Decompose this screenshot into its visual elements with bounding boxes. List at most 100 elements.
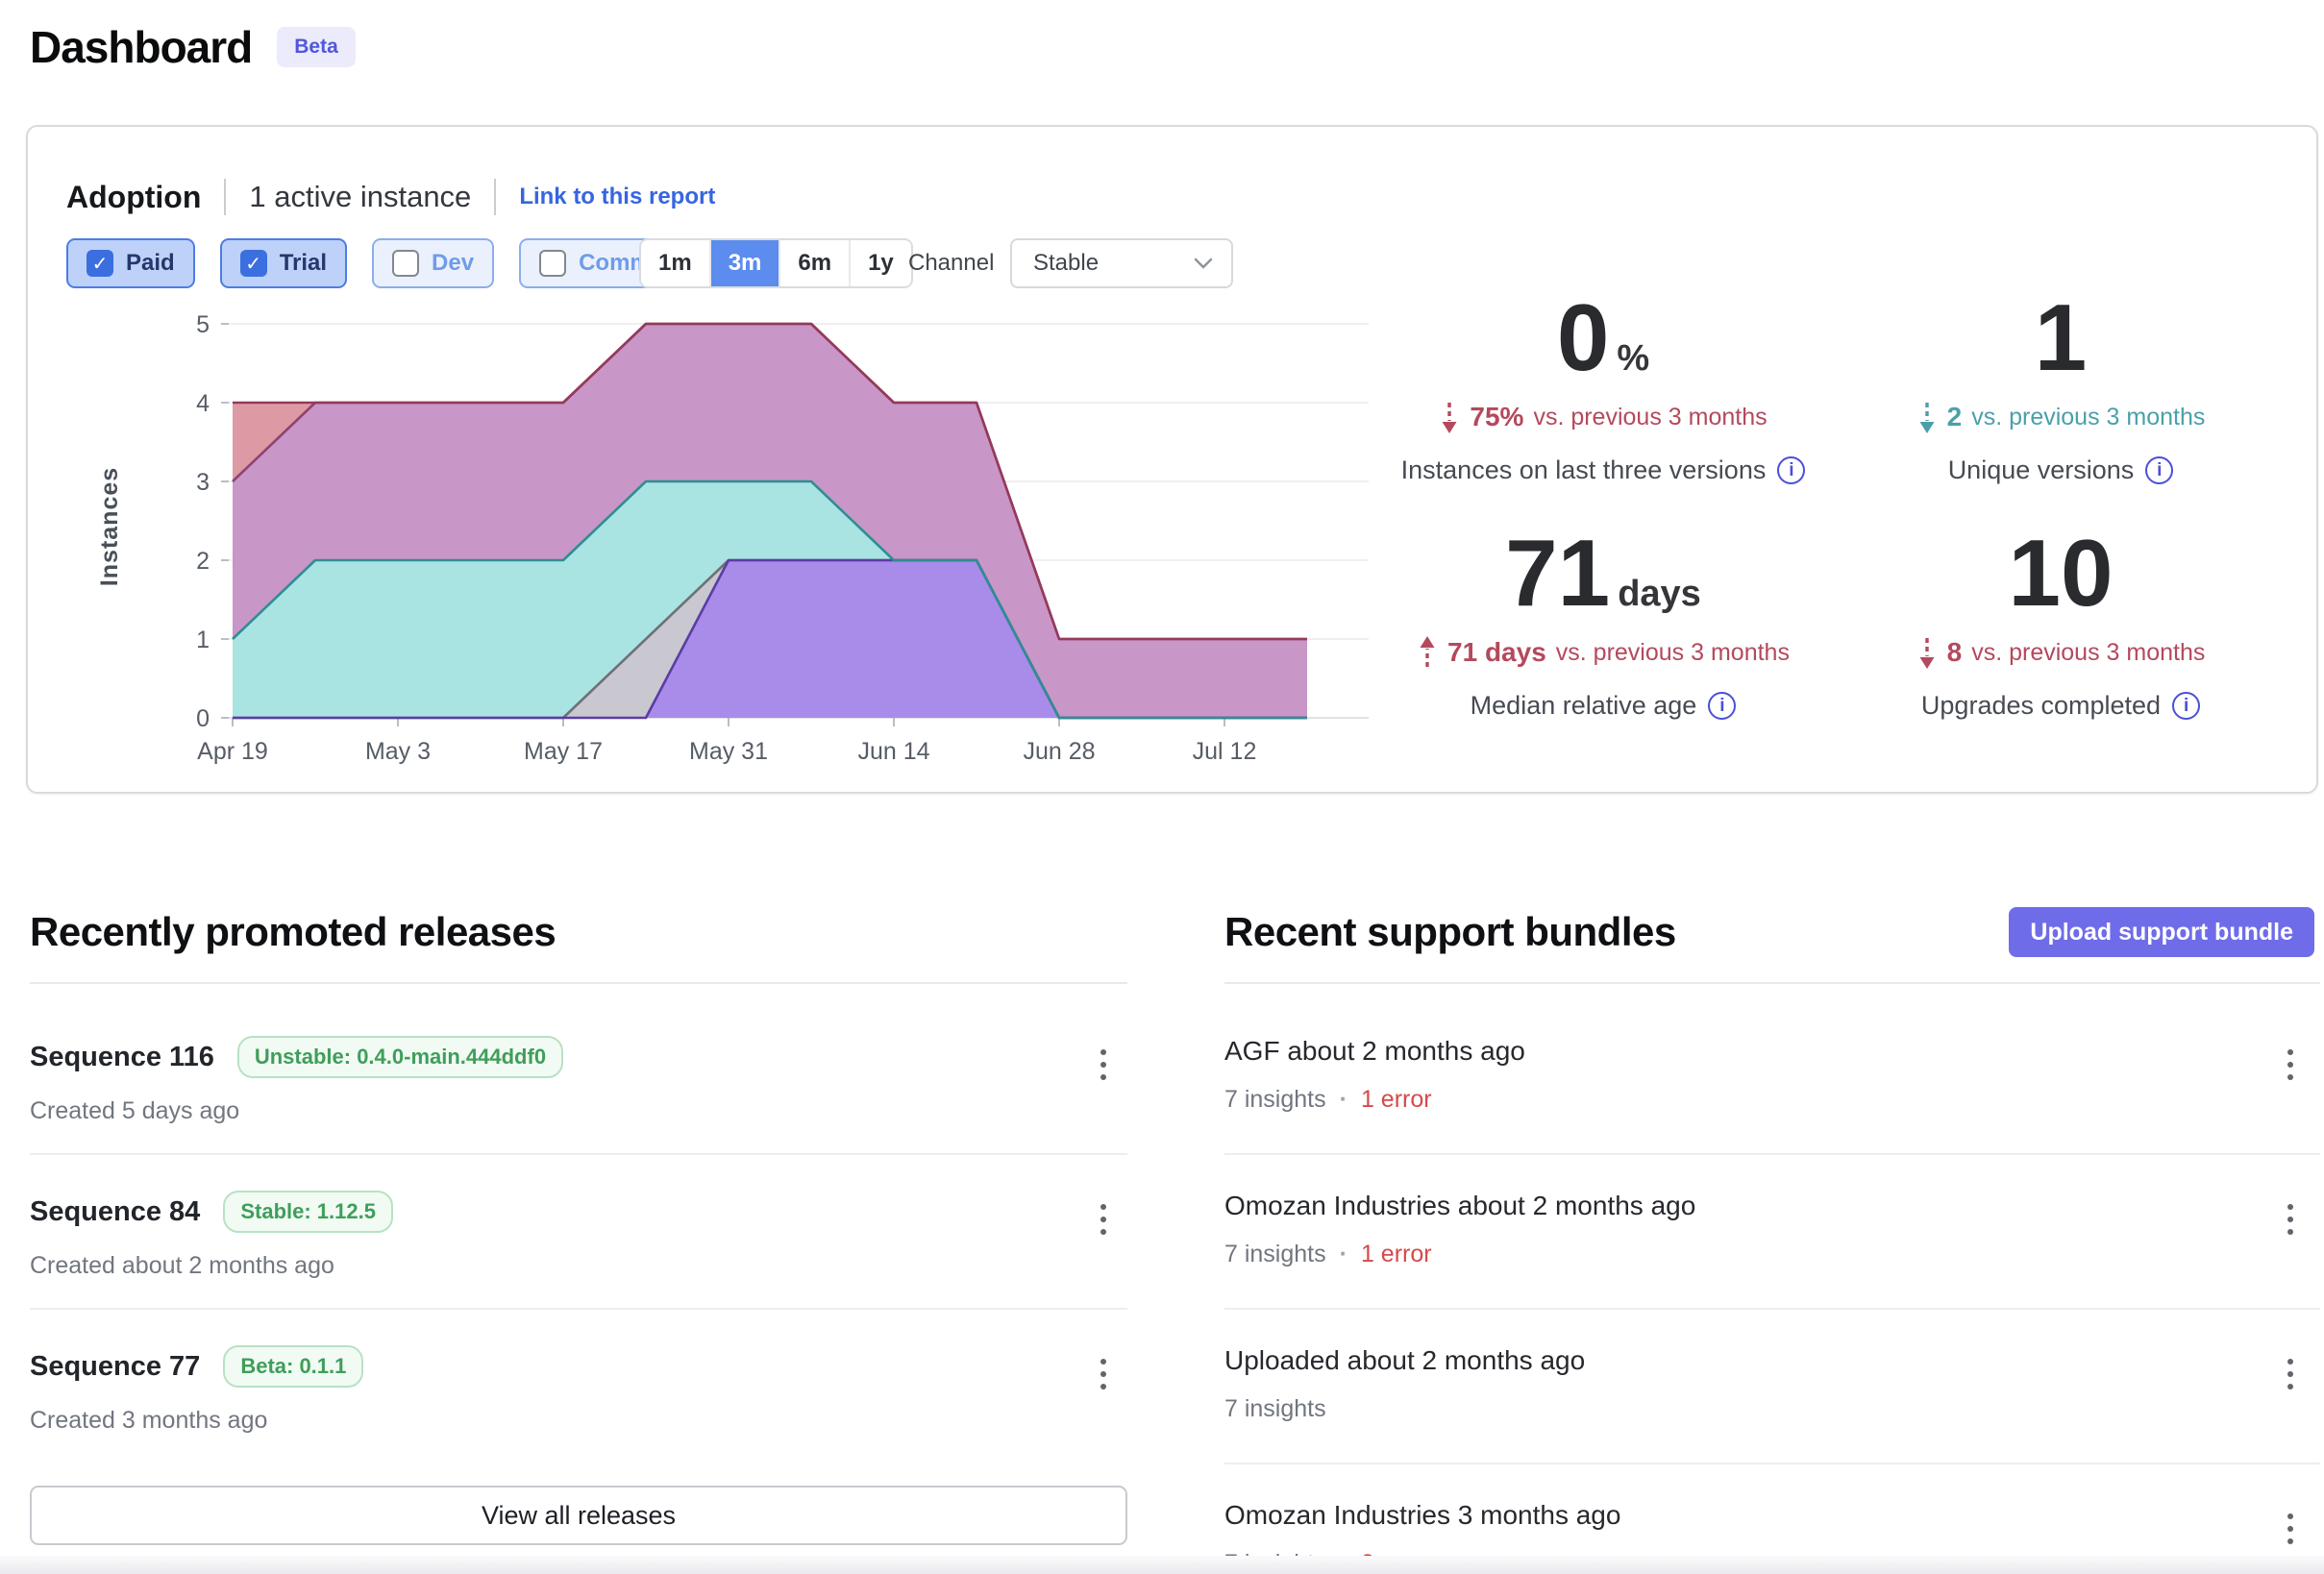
stat-label: Unique versions i <box>1772 455 2324 485</box>
delta-value: 75% <box>1470 402 1524 431</box>
release-row: Sequence 116 Unstable: 0.4.0-main.444ddf… <box>30 1036 1127 1125</box>
support-bundle-row: Uploaded about 2 months ago 7 insights · <box>1224 1345 2320 1423</box>
next-section-edge <box>0 1556 2324 1574</box>
stat-value: 10 <box>2008 520 2114 626</box>
adoption-card-header: Adoption 1 active instance Link to this … <box>66 175 715 219</box>
kebab-menu-icon[interactable] <box>1095 1044 1112 1086</box>
release-channel-badge: Stable: 1.12.5 <box>223 1191 393 1233</box>
delta-text: vs. previous 3 months <box>1971 403 2206 430</box>
divider <box>1224 1463 2320 1464</box>
release-title: Sequence 77 <box>30 1350 201 1382</box>
adoption-card: Adoption 1 active instance Link to this … <box>26 125 2318 794</box>
range-button-3m[interactable]: 3m <box>710 240 781 286</box>
channel-select-value: Stable <box>1033 250 1100 276</box>
release-title-row: Sequence 77 Beta: 0.1.1 <box>30 1345 1127 1388</box>
active-instance-count: 1 active instance <box>249 180 472 213</box>
license-filter-row: ✓ Paid ✓ Trial Dev Community <box>66 238 727 288</box>
dot-separator: · <box>1339 1241 1347 1267</box>
filter-chip-dev[interactable]: Dev <box>372 238 495 288</box>
support-bundle-row: Omozan Industries about 2 months ago 7 i… <box>1224 1191 2320 1268</box>
release-channel-badge: Unstable: 0.4.0-main.444ddf0 <box>236 1036 564 1078</box>
filter-chip-paid[interactable]: ✓ Paid <box>66 238 195 288</box>
insights-count: 7 insights <box>1224 1241 1326 1267</box>
release-row: Sequence 84 Stable: 1.12.5 Created about… <box>30 1191 1127 1280</box>
bundles-heading: Recent support bundles <box>1224 909 1676 954</box>
view-all-releases-button[interactable]: View all releases <box>30 1486 1127 1545</box>
beta-badge: Beta <box>277 27 356 67</box>
divider <box>1224 982 2320 984</box>
range-button-1m[interactable]: 1m <box>641 240 711 286</box>
chevron-down-icon <box>1194 258 1213 269</box>
checkbox-unchecked-icon <box>539 250 567 277</box>
delta-text: vs. previous 3 months <box>1533 403 1768 430</box>
insights-count: 7 insights <box>1224 1395 1326 1422</box>
stat-value: 1 <box>2034 284 2088 390</box>
kebab-menu-icon[interactable] <box>2282 1044 2299 1086</box>
release-title-row: Sequence 84 Stable: 1.12.5 <box>30 1191 1127 1233</box>
kebab-menu-icon[interactable] <box>1095 1198 1112 1241</box>
time-range-segmented-control: 1m 3m 6m 1y <box>639 238 913 288</box>
info-icon[interactable]: i <box>2145 456 2174 484</box>
stat-value: 71 days <box>1505 520 1701 626</box>
release-title-row: Sequence 116 Unstable: 0.4.0-main.444ddf… <box>30 1036 1127 1078</box>
channel-label: Channel <box>908 250 995 276</box>
delta-value: 8 <box>1946 637 1963 667</box>
release-created: Created 3 months ago <box>30 1407 268 1434</box>
stat-upgrades-completed: 10 8 vs. previous 3 months Upgrades comp… <box>1772 526 2324 721</box>
stat-label: Upgrades completed i <box>1772 691 2324 721</box>
adoption-area-chart: 0 1 2 3 4 5 Apr 19 May 3 May 17 May 31 Jun 14 Jun 2… <box>96 311 1369 765</box>
dashed-arrow-icon <box>1439 400 1460 434</box>
bundle-meta: 7 insights · <box>1224 1395 2320 1423</box>
stat-value: 0% <box>1556 284 1650 390</box>
svg-text:Jun 28: Jun 28 <box>1023 738 1095 765</box>
dot-separator: · <box>1339 1086 1347 1113</box>
kebab-menu-icon[interactable] <box>2282 1198 2299 1241</box>
info-icon[interactable]: i <box>2172 692 2201 720</box>
info-icon[interactable]: i <box>1777 456 1806 484</box>
release-created: Created 5 days ago <box>30 1097 240 1124</box>
svg-text:Apr 19: Apr 19 <box>197 738 268 765</box>
kebab-menu-icon[interactable] <box>1095 1353 1112 1395</box>
delta-value: 71 days <box>1447 637 1546 667</box>
delta-value: 2 <box>1946 402 1963 431</box>
svg-text:0: 0 <box>196 705 210 732</box>
svg-text:Jul 12: Jul 12 <box>1193 738 1257 765</box>
svg-text:1: 1 <box>196 627 210 653</box>
bundle-meta: 7 insights · 1 error <box>1224 1241 2320 1268</box>
upload-support-bundle-button[interactable]: Upload support bundle <box>2009 907 2314 957</box>
divider <box>494 179 497 215</box>
range-button-6m[interactable]: 6m <box>780 240 852 286</box>
stat-unique-versions: 1 2 vs. previous 3 months Unique version… <box>1772 290 2324 485</box>
svg-text:5: 5 <box>196 311 210 338</box>
filter-chip-trial[interactable]: ✓ Trial <box>219 238 348 288</box>
bundle-title: Uploaded about 2 months ago <box>1224 1345 1586 1375</box>
svg-text:4: 4 <box>196 390 210 417</box>
kebab-menu-icon[interactable] <box>2282 1508 2299 1550</box>
release-title: Sequence 116 <box>30 1041 214 1072</box>
stat-label: Median relative age i <box>1315 691 1891 721</box>
link-to-report[interactable]: Link to this report <box>519 184 716 209</box>
delta-text: vs. previous 3 months <box>1971 638 2206 666</box>
release-title: Sequence 84 <box>30 1195 201 1227</box>
divider <box>30 1153 1127 1155</box>
stat-instances-on-last-three-versions: 0% 75% vs. previous 3 months Instances o… <box>1315 290 1891 485</box>
filter-chip-label: Trial <box>279 250 328 276</box>
bundle-title: AGF about 2 months ago <box>1224 1036 1525 1066</box>
stat-delta: 2 vs. previous 3 months <box>1772 400 2324 434</box>
svg-text:Instances: Instances <box>96 467 123 586</box>
checkbox-checked-icon: ✓ <box>239 250 267 277</box>
svg-text:2: 2 <box>196 548 210 575</box>
stat-label: Instances on last three versions i <box>1315 455 1891 485</box>
info-icon[interactable]: i <box>1708 692 1737 720</box>
release-row: Sequence 77 Beta: 0.1.1 Created 3 months… <box>30 1345 1127 1435</box>
kebab-menu-icon[interactable] <box>2282 1353 2299 1395</box>
channel-select[interactable]: Stable <box>1010 238 1233 288</box>
range-button-1y[interactable]: 1y <box>851 240 911 286</box>
svg-text:3: 3 <box>196 469 210 496</box>
release-channel-badge: Beta: 0.1.1 <box>223 1345 364 1388</box>
divider <box>30 1308 1127 1310</box>
adoption-title: Adoption <box>66 179 202 214</box>
page-header: Dashboard Beta <box>30 21 356 73</box>
svg-text:Jun 14: Jun 14 <box>857 738 929 765</box>
stat-delta: 8 vs. previous 3 months <box>1772 635 2324 670</box>
